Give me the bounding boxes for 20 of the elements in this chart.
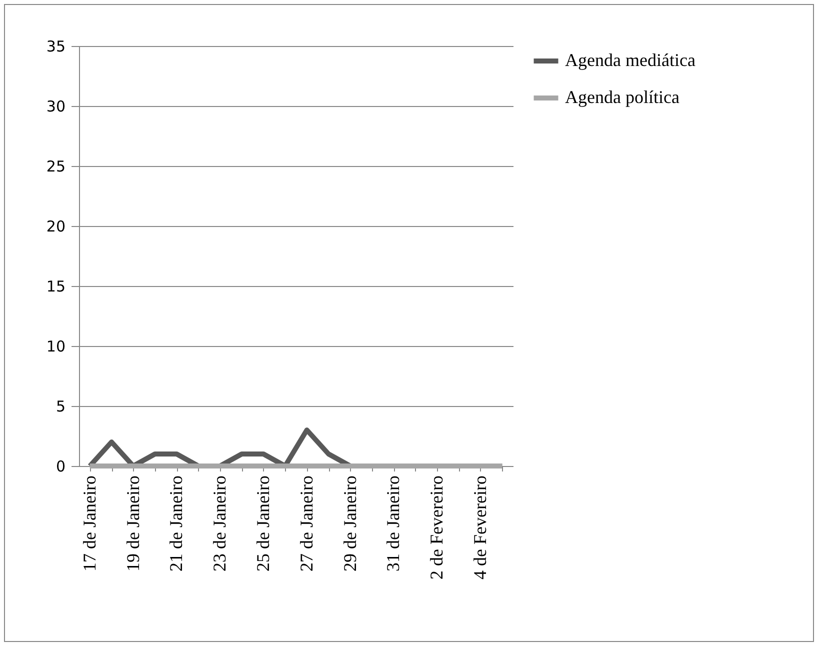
x-tick-label: 25 de Janeiro <box>252 476 273 572</box>
x-tick-label: 17 de Janeiro <box>79 476 100 572</box>
y-tick-label: 20 <box>46 218 66 236</box>
y-tick-label: 10 <box>46 338 66 356</box>
x-tick-label: 29 de Janeiro <box>340 476 360 572</box>
y-tick-label: 0 <box>56 458 66 476</box>
x-tick-label: 21 de Janeiro <box>166 476 186 572</box>
x-tick-label: 19 de Janeiro <box>122 476 143 572</box>
legend-label: Agenda mediática <box>565 50 696 70</box>
y-tick-label: 35 <box>46 38 66 56</box>
y-tick-label: 30 <box>46 98 66 116</box>
x-tick-label: 2 de Fevereiro <box>426 476 447 580</box>
y-tick-label: 5 <box>56 398 66 416</box>
x-tick-label: 23 de Janeiro <box>210 476 230 572</box>
x-tick-label: 4 de Fevereiro <box>470 476 490 580</box>
legend-label: Agenda política <box>565 87 680 107</box>
x-tick-label: 27 de Janeiro <box>296 476 316 572</box>
y-tick-label: 25 <box>46 158 66 176</box>
x-tick-label: 31 de Janeiro <box>383 476 404 572</box>
y-tick-label: 15 <box>46 278 66 296</box>
